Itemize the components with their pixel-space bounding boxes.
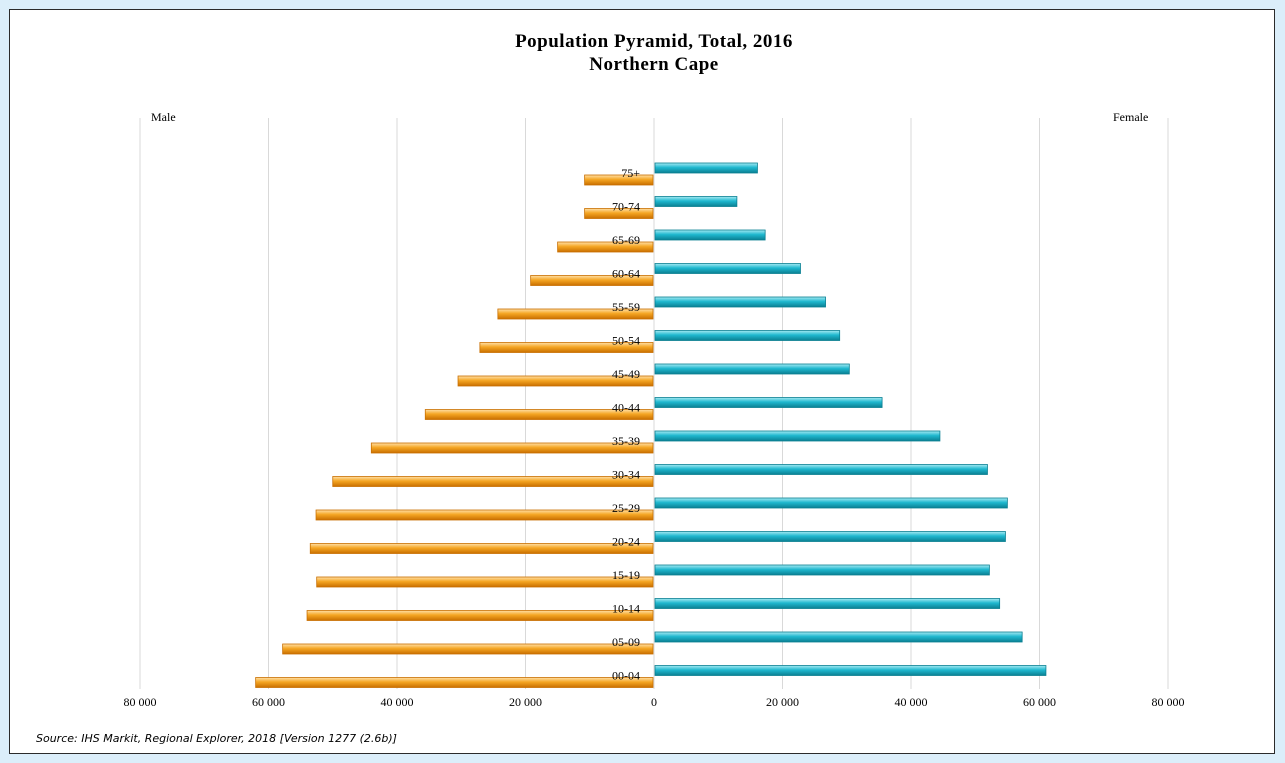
female-bar	[655, 465, 987, 475]
chart-frame: Population Pyramid, Total, 2016 Northern…	[9, 9, 1275, 754]
category-label: 45-49	[612, 367, 640, 381]
category-label: 10-14	[612, 602, 640, 616]
bars	[256, 163, 1046, 688]
male-bar	[310, 544, 653, 554]
chart-subtitle: Northern Cape	[589, 54, 718, 75]
x-tick-label: 60 000	[252, 695, 285, 709]
female-bar	[655, 532, 1005, 542]
male-bar	[283, 644, 653, 654]
x-axis-tick-labels: 80 000 60 000 40 000 20 000 0 20 000 40 000 60 …	[124, 695, 1185, 709]
category-label: 35-39	[612, 434, 640, 448]
female-bar	[655, 297, 826, 307]
x-tick-label: 40 000	[895, 695, 928, 709]
x-tick-label: 80 000	[1152, 695, 1185, 709]
category-label: 65-69	[612, 233, 640, 247]
x-tick-label: 60 000	[1023, 695, 1056, 709]
female-bar	[655, 264, 800, 274]
female-bar	[655, 666, 1046, 676]
source-note: Source: IHS Markit, Regional Explorer, 2…	[36, 732, 397, 745]
category-label: 15-19	[612, 568, 640, 582]
female-side-label: Female	[1113, 110, 1148, 124]
female-bar	[655, 632, 1022, 642]
male-bar	[307, 611, 653, 621]
category-label: 75+	[621, 166, 640, 180]
category-label: 00-04	[612, 669, 640, 683]
category-label: 50-54	[612, 334, 640, 348]
x-tick-label: 80 000	[124, 695, 157, 709]
male-bar	[371, 443, 653, 453]
category-label: 55-59	[612, 300, 640, 314]
population-pyramid-chart: Population Pyramid, Total, 2016 Northern…	[10, 10, 1274, 753]
category-label: 70-74	[612, 200, 640, 214]
category-label: 40-44	[612, 401, 640, 415]
female-bar	[655, 230, 765, 240]
female-bar	[655, 498, 1007, 508]
male-bar	[317, 577, 653, 587]
female-bar	[655, 599, 1000, 609]
x-tick-label: 0	[651, 695, 657, 709]
female-bar	[655, 398, 882, 408]
female-bar	[655, 163, 757, 173]
female-bar	[655, 331, 840, 341]
female-bar	[655, 364, 849, 374]
female-bar	[655, 431, 940, 441]
category-label: 25-29	[612, 501, 640, 515]
category-labels: 75+ 70-74 65-69 60-64 55-59 50-54 45-49 40-44 35…	[612, 166, 640, 683]
chart-title: Population Pyramid, Total, 2016	[515, 31, 793, 52]
x-tick-label: 20 000	[509, 695, 542, 709]
male-bar	[585, 175, 653, 185]
category-label: 05-09	[612, 635, 640, 649]
category-label: 20-24	[612, 535, 640, 549]
x-tick-label: 40 000	[381, 695, 414, 709]
category-label: 60-64	[612, 267, 640, 281]
female-bar	[655, 565, 989, 575]
category-label: 30-34	[612, 468, 640, 482]
male-bar	[256, 678, 653, 688]
x-tick-label: 20 000	[766, 695, 799, 709]
female-bar	[655, 197, 737, 207]
male-bar	[333, 477, 653, 487]
male-bar	[316, 510, 653, 520]
male-side-label: Male	[151, 110, 176, 124]
gridlines	[140, 118, 1168, 689]
